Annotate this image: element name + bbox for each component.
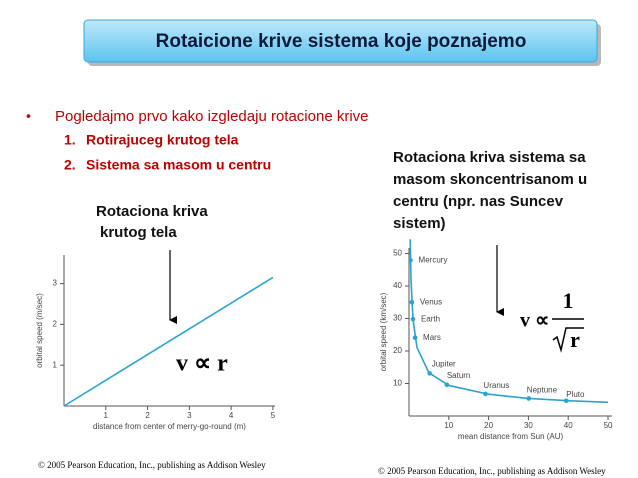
y-tick-label: 40 [393, 281, 402, 290]
caption: krutog tela [100, 224, 177, 241]
formula-numerator: 1 [563, 288, 574, 313]
planet-point [526, 396, 532, 401]
planet-label: Neptune [527, 386, 558, 395]
y-tick-label: 3 [53, 279, 58, 288]
x-tick-label: 20 [484, 421, 493, 430]
line [63, 276, 274, 407]
copyright: © 2005 Pearson Education, Inc., publishi… [38, 460, 266, 470]
planet-label: Mercury [419, 255, 448, 264]
formula: v ∝ [520, 310, 549, 332]
planet-label: Venus [420, 297, 442, 306]
x-tick-label: 40 [564, 421, 573, 430]
planet-label: Pluto [566, 390, 585, 399]
x-axis-label: distance from center of merry-go-round (… [93, 422, 246, 431]
title: Rotaicione krive sistema koje poznajemo [156, 31, 527, 52]
planet-label: Jupiter [432, 360, 456, 369]
y-axis-label: orbital speed (m/sec) [35, 293, 44, 368]
title-box [83, 19, 598, 63]
x-tick-label: 10 [444, 421, 453, 430]
formula-denominator: r [570, 327, 580, 352]
y-tick-label: 20 [393, 346, 402, 355]
y-tick-label: 1 [53, 360, 58, 369]
item-number: 2. [64, 157, 76, 173]
planet-point [409, 299, 415, 305]
copyright: © 2005 Pearson Education, Inc., publishi… [378, 466, 606, 476]
item: Sistema sa masom u centru [86, 157, 271, 173]
x-tick-label: 2 [145, 411, 150, 420]
planet-label: Saturn [447, 371, 471, 380]
planet-label: Earth [421, 314, 440, 323]
caption: sistem) [393, 215, 446, 232]
planet-point [427, 371, 432, 376]
planet-label: Mars [423, 333, 441, 342]
x-tick-label: 4 [229, 411, 234, 420]
x-tick-label: 50 [604, 421, 613, 430]
planet-point [444, 382, 450, 388]
item-number: 1. [64, 132, 76, 148]
caption: centru (npr. nas Suncev [393, 193, 564, 210]
planet-point [412, 335, 418, 340]
x-tick-label: 3 [187, 411, 192, 420]
bullet-dot: • [26, 108, 31, 124]
planet-point [483, 391, 488, 397]
sqrt-sign [552, 327, 584, 353]
y-axis-label: orbital speed (km/sec) [379, 292, 388, 371]
item: Rotirajuceg krutog tela [86, 132, 239, 148]
curve [409, 239, 609, 404]
x-tick-label: 5 [271, 411, 276, 420]
x-tick-label: 30 [524, 421, 533, 430]
planet-label: Uranus [483, 381, 509, 390]
y-tick-label: 2 [53, 319, 58, 328]
formula: v ∝ r [176, 351, 228, 377]
caption: Rotaciona kriva [96, 203, 208, 220]
x-tick-label: 1 [104, 411, 109, 420]
caption: masom skoncentrisanom u [393, 171, 587, 188]
y-tick-label: 50 [393, 249, 402, 258]
x-axis-label: mean distance from Sun (AU) [458, 432, 564, 441]
caption: Rotaciona kriva sistema sa [393, 149, 586, 166]
y-tick-label: 10 [393, 379, 402, 388]
y-tick-label: 30 [393, 314, 402, 323]
bullet: Pogledajmo prvo kako izgledaju rotacione… [55, 108, 369, 125]
planet-point [408, 258, 413, 263]
planet-point [410, 316, 416, 322]
planet-point [563, 398, 569, 404]
